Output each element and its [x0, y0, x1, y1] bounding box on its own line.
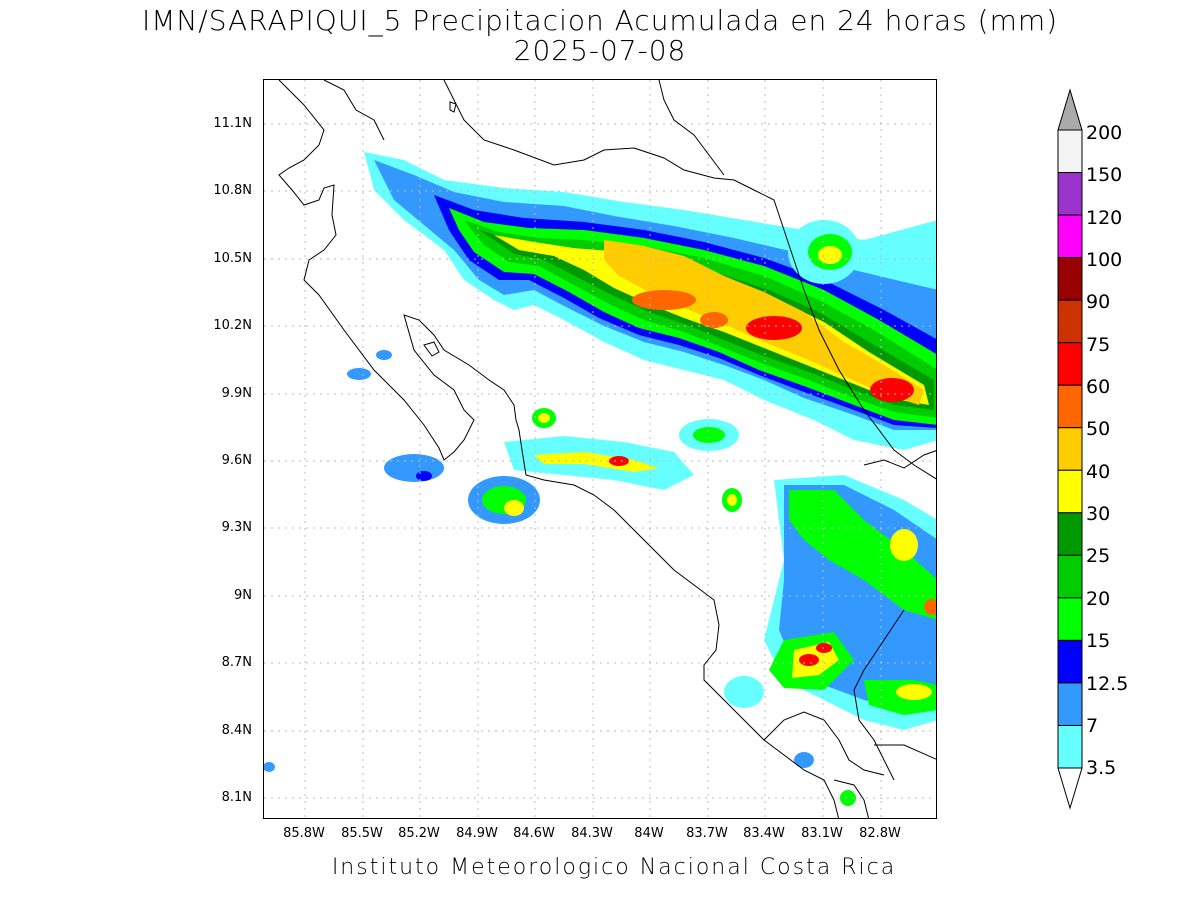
legend-label: 3.5	[1086, 757, 1117, 779]
precip-12-5-area	[416, 471, 432, 481]
precip-30-area	[890, 529, 918, 561]
lon-label: 83.7W	[686, 826, 728, 841]
legend-label: 40	[1086, 461, 1111, 483]
legend-label: 30	[1086, 503, 1111, 525]
precip-60-area	[609, 456, 629, 466]
lon-label: 85.8W	[283, 826, 325, 841]
colorbar-segment	[1057, 724, 1083, 769]
lon-label: 85.5W	[341, 826, 383, 841]
precipitation-field	[264, 152, 936, 806]
lon-label: 82.8W	[859, 826, 901, 841]
precipitation-map	[263, 79, 937, 819]
legend-label: 120	[1086, 207, 1123, 229]
precip-60-area	[799, 654, 819, 666]
precip-7-area	[264, 762, 275, 772]
precip-7-area	[376, 350, 392, 360]
legend-label: 25	[1086, 545, 1111, 567]
legend-label: 60	[1086, 376, 1111, 398]
legend-label: 7	[1086, 715, 1099, 737]
lat-label: 9.9N	[221, 386, 252, 401]
lat-label: 10.2N	[213, 318, 252, 333]
colorbar-segment	[1057, 512, 1083, 556]
precip-30-area	[534, 452, 659, 472]
map-canvas	[264, 80, 936, 818]
precip-15-area	[840, 790, 856, 806]
colorbar-segment	[1057, 172, 1083, 216]
upper-arrow	[1057, 88, 1083, 131]
lat-label: 9.3N	[221, 520, 252, 535]
legend-label: 50	[1086, 418, 1111, 440]
precip-30-area	[818, 246, 842, 264]
credit-text: Instituto Meteorologico Nacional Costa R…	[331, 855, 897, 880]
precip-30-area	[896, 684, 932, 700]
legend-label: 12.5	[1086, 673, 1129, 695]
precip-60-area	[870, 378, 914, 402]
lon-label: 84W	[634, 826, 664, 841]
lat-label: 11.1N	[213, 116, 252, 131]
precip-7-area	[384, 454, 444, 482]
precip-50-area	[632, 290, 696, 310]
colorbar-segment	[1057, 384, 1083, 429]
lat-label: 10.8N	[213, 183, 252, 198]
colorbar-legend	[1057, 88, 1083, 810]
precip-30-area	[727, 494, 737, 506]
colorbar-segment	[1057, 469, 1083, 514]
legend-label: 200	[1086, 122, 1123, 144]
precip-3-5-area	[724, 676, 764, 708]
lat-label: 8.7N	[221, 655, 252, 670]
precip-50-area	[924, 599, 936, 615]
precip-7-area	[347, 368, 371, 380]
lat-label: 8.4N	[221, 723, 252, 738]
colorbar-segment	[1057, 342, 1083, 386]
lower-arrow	[1057, 767, 1083, 810]
precip-15-area	[789, 490, 936, 620]
lon-label: 84.3W	[571, 826, 613, 841]
colorbar-segment	[1057, 129, 1083, 174]
legend-label: 150	[1086, 164, 1123, 186]
lat-label: 9.6N	[221, 453, 252, 468]
legend-label: 15	[1086, 630, 1111, 652]
lon-label: 83.4W	[743, 826, 785, 841]
lon-label: 84.9W	[456, 826, 498, 841]
colorbar-segment	[1057, 682, 1083, 726]
precip-15-area	[693, 427, 725, 443]
precip-60-area	[816, 643, 832, 653]
colorbar-segment	[1057, 214, 1083, 259]
colorbar-segment	[1057, 299, 1083, 344]
lon-label: 83.1W	[801, 826, 843, 841]
precip-60-area	[746, 316, 802, 340]
lat-label: 10.5N	[213, 251, 252, 266]
lat-label: 9N	[234, 588, 252, 603]
colorbar-segment	[1057, 554, 1083, 599]
legend-label: 90	[1086, 291, 1111, 313]
precip-30-area	[538, 413, 550, 423]
legend-label: 100	[1086, 249, 1123, 271]
lon-label: 84.6W	[513, 826, 555, 841]
map-title: IMN/SARAPIQUI_5 Precipitacion Acumulada …	[141, 4, 1059, 37]
colorbar-segment	[1057, 427, 1083, 471]
map-date: 2025-07-08	[513, 34, 687, 67]
graticule	[264, 80, 936, 818]
lat-label: 8.1N	[221, 790, 252, 805]
precip-30-area	[504, 500, 524, 516]
legend-label: 75	[1086, 334, 1111, 356]
precip-7-area	[794, 752, 814, 768]
precip-50-area	[700, 312, 728, 328]
colorbar-segment	[1057, 597, 1083, 641]
colorbar-segment	[1057, 257, 1083, 301]
legend-label: 20	[1086, 588, 1111, 610]
colorbar-segment	[1057, 639, 1083, 684]
lon-label: 85.2W	[398, 826, 440, 841]
coastline	[278, 80, 936, 818]
